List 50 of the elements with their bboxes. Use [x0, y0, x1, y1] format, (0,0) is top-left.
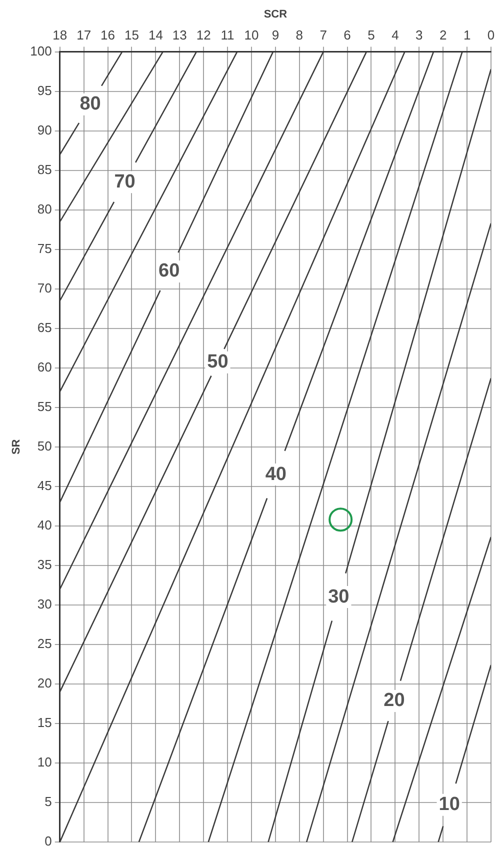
y-tick-label: 60 — [37, 359, 52, 374]
series-label: 80 — [80, 94, 101, 115]
y-tick-label: 55 — [37, 398, 52, 414]
x-tick-label: 12 — [196, 28, 211, 43]
x-tick-label: 0 — [487, 28, 495, 43]
y-tick-label: 70 — [37, 280, 52, 296]
y-tick-label: 35 — [37, 557, 52, 572]
x-tick-label: 18 — [52, 28, 68, 43]
series-label: 40 — [265, 464, 286, 485]
series-label: 50 — [207, 352, 228, 373]
y-tick-label: 40 — [37, 518, 52, 532]
y-tick-label: 45 — [37, 478, 52, 493]
y-tick-label: 65 — [37, 320, 52, 335]
x-tick-label: 9 — [272, 28, 280, 43]
y-tick-label: 25 — [37, 636, 52, 652]
series-label: 20 — [384, 690, 405, 712]
y-tick-label: 50 — [37, 438, 52, 454]
x-tick-label: 6 — [344, 28, 351, 43]
y-tick-label: 30 — [37, 596, 52, 612]
y-tick-label: 20 — [37, 676, 52, 691]
y-tick-label: 15 — [37, 715, 52, 730]
y-axis-title: SR — [10, 439, 23, 455]
x-tick-label: 17 — [76, 28, 92, 43]
x-tick-label: 5 — [368, 28, 375, 43]
y-tick-label: 85 — [37, 162, 52, 177]
series-label: 10 — [438, 794, 460, 816]
x-tick-label: 11 — [220, 28, 234, 43]
series-label: 70 — [114, 171, 136, 192]
series-label: 60 — [158, 260, 180, 282]
y-tick-label: 80 — [37, 201, 52, 216]
x-tick-label: 8 — [296, 28, 304, 43]
x-tick-label: 3 — [416, 28, 423, 43]
x-tick-label: 13 — [172, 28, 187, 43]
y-tick-label: 0 — [44, 834, 52, 849]
x-tick-label: 14 — [148, 28, 163, 43]
y-tick-label: 100 — [30, 43, 52, 58]
x-tick-label: 16 — [100, 28, 116, 43]
y-tick-label: 95 — [37, 82, 52, 98]
x-axis-title: SCR — [264, 8, 288, 21]
x-tick-label: 2 — [439, 28, 447, 43]
x-tick-label: 1 — [463, 28, 471, 43]
x-tick-label: 7 — [320, 28, 327, 43]
x-tick-label: 10 — [244, 28, 259, 43]
series-label: 30 — [328, 586, 350, 608]
y-tick-label: 75 — [37, 240, 52, 256]
x-tick-label: 4 — [392, 28, 399, 43]
y-tick-label: 90 — [37, 122, 52, 138]
y-tick-label: 10 — [37, 754, 52, 770]
x-tick-label: 15 — [124, 28, 139, 43]
y-tick-label: 5 — [44, 794, 52, 810]
